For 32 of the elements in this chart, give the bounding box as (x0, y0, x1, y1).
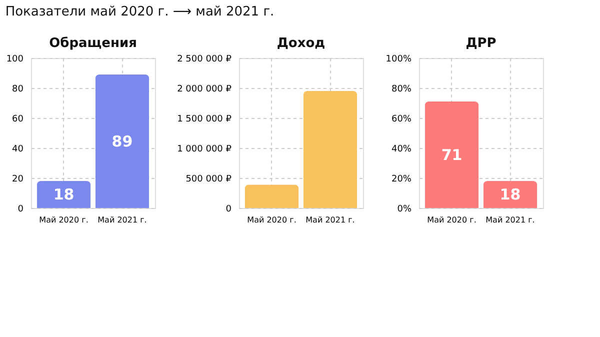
y-tick-label: 500 000 ₽ (186, 174, 232, 184)
y-tick-label: 80% (391, 84, 412, 94)
y-tick-label: 0 (226, 204, 232, 214)
data-label: 18 (500, 186, 521, 204)
y-tick-label: 20% (391, 174, 412, 184)
x-tick-label: Май 2021 г. (98, 216, 147, 224)
y-tick-label: 100% (386, 54, 412, 64)
x-tick-label: Май 2021 г. (306, 216, 355, 224)
x-tick-label: Май 2020 г. (247, 216, 296, 224)
text: Показатели май 2020 г. ⟶ май 2021 г. (5, 4, 274, 20)
data-label: 18 (53, 186, 74, 204)
y-tick-label: 60 (12, 114, 24, 124)
chart-title: Обращения (49, 36, 137, 51)
y-tick-label: 40 (12, 144, 24, 154)
y-tick-label: 0 (18, 204, 24, 214)
chart-title: Доход (276, 36, 326, 51)
x-tick-label: Май 2020 г. (427, 216, 476, 224)
y-tick-label: 80 (12, 84, 24, 94)
y-tick-label: 2 000 000 ₽ (177, 84, 232, 94)
y-tick-label: 1 500 000 ₽ (177, 114, 232, 124)
y-tick-label: 0% (397, 204, 412, 214)
y-tick-label: 100 (6, 54, 24, 64)
y-tick-label: 1 000 000 ₽ (177, 144, 232, 154)
y-tick-label: 60% (391, 114, 412, 124)
data-label: 89 (112, 132, 133, 150)
y-tick-label: 2 500 000 ₽ (177, 54, 232, 64)
chart-title: ДРР (466, 36, 496, 51)
y-tick-label: 20 (12, 174, 24, 184)
x-tick-label: Май 2020 г. (39, 216, 88, 224)
y-tick-label: 40% (391, 144, 412, 154)
data-label: 71 (441, 146, 462, 164)
x-tick-label: Май 2021 г. (486, 216, 535, 224)
